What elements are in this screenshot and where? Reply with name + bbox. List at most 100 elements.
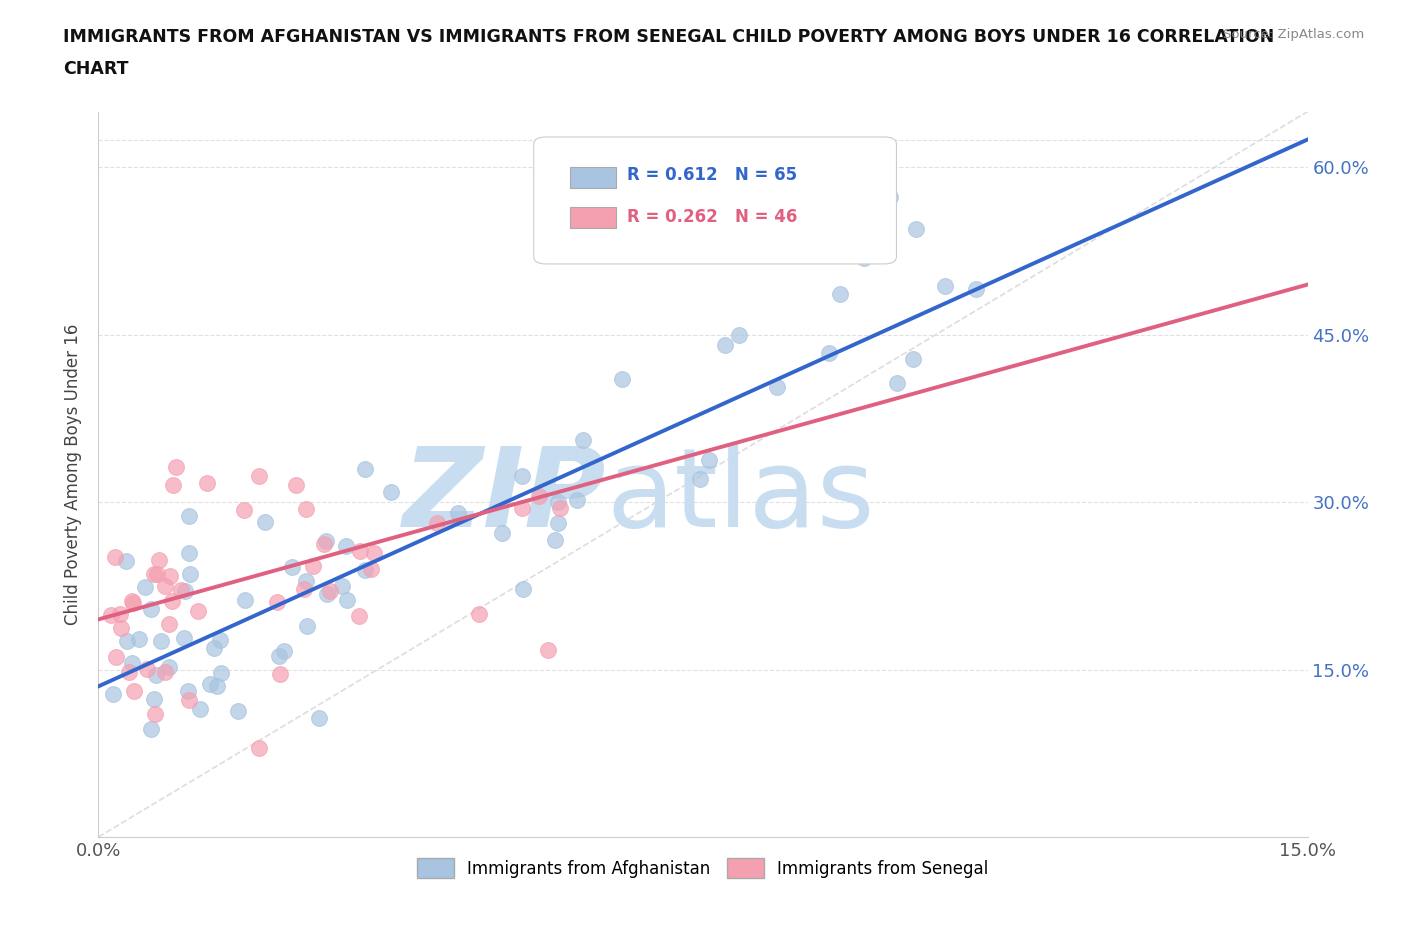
Point	[354, 461, 377, 476]
Point	[110, 620, 132, 635]
Point	[115, 553, 138, 568]
Point	[349, 543, 371, 558]
Point	[208, 632, 231, 647]
Point	[818, 346, 841, 361]
Point	[727, 328, 749, 343]
Point	[828, 286, 851, 301]
Point	[136, 662, 159, 677]
Point	[170, 582, 193, 597]
Point	[380, 485, 402, 499]
Point	[134, 580, 156, 595]
Point	[879, 189, 901, 204]
Point	[155, 664, 177, 679]
Point	[312, 537, 335, 551]
Point	[295, 502, 318, 517]
Point	[565, 493, 588, 508]
Point	[903, 352, 925, 366]
Point	[363, 545, 385, 560]
Point	[162, 593, 184, 608]
Point	[247, 468, 270, 483]
Point	[281, 560, 304, 575]
Point	[141, 721, 163, 736]
Point	[510, 500, 533, 515]
Point	[165, 459, 187, 474]
Point	[100, 607, 122, 622]
Point	[118, 665, 141, 680]
Point	[105, 650, 128, 665]
Point	[315, 533, 337, 548]
Point	[354, 563, 377, 578]
Point	[198, 677, 221, 692]
Point	[547, 495, 569, 510]
Point	[766, 380, 789, 395]
Point	[965, 282, 987, 297]
Point	[349, 609, 371, 624]
Point	[190, 702, 212, 717]
Text: atlas: atlas	[606, 443, 875, 550]
Point	[332, 578, 354, 593]
Text: ZIP: ZIP	[402, 443, 606, 550]
Point	[143, 691, 166, 706]
Point	[155, 578, 177, 593]
Bar	[569, 167, 616, 188]
Point	[512, 582, 534, 597]
Point	[143, 566, 166, 581]
Point	[689, 472, 711, 486]
Bar	[569, 207, 616, 228]
Point	[157, 617, 180, 631]
Point	[121, 656, 143, 671]
Point	[148, 552, 170, 567]
Point	[104, 550, 127, 565]
Point	[491, 525, 513, 540]
Point	[886, 376, 908, 391]
Point	[336, 592, 359, 607]
Point	[103, 686, 125, 701]
Point	[121, 595, 143, 610]
Point	[547, 515, 569, 530]
Point	[122, 684, 145, 698]
Point	[177, 693, 200, 708]
Point	[267, 649, 290, 664]
Point	[510, 469, 533, 484]
Point	[273, 643, 295, 658]
Point	[149, 633, 172, 648]
Point	[254, 515, 277, 530]
Point	[176, 684, 198, 698]
Point	[295, 618, 318, 633]
Point	[543, 532, 565, 547]
Point	[308, 711, 330, 725]
Point	[360, 562, 382, 577]
Point	[177, 509, 200, 524]
Point	[302, 559, 325, 574]
Point	[146, 566, 169, 581]
Point	[143, 707, 166, 722]
Text: R = 0.612   N = 65: R = 0.612 N = 65	[627, 166, 797, 184]
Text: Source: ZipAtlas.com: Source: ZipAtlas.com	[1223, 28, 1364, 41]
Point	[247, 740, 270, 755]
Point	[121, 593, 143, 608]
Point	[295, 574, 318, 589]
Point	[226, 703, 249, 718]
Point	[162, 477, 184, 492]
Point	[197, 475, 219, 490]
Legend: Immigrants from Afghanistan, Immigrants from Senegal: Immigrants from Afghanistan, Immigrants …	[409, 850, 997, 886]
Point	[179, 546, 201, 561]
Point	[110, 606, 132, 621]
Point	[447, 506, 470, 521]
Text: CHART: CHART	[63, 60, 129, 78]
Point	[139, 602, 162, 617]
Point	[128, 632, 150, 647]
Point	[610, 372, 633, 387]
Point	[527, 488, 550, 503]
Point	[174, 584, 197, 599]
Point	[905, 221, 928, 236]
Point	[115, 634, 138, 649]
Point	[934, 279, 956, 294]
Point	[426, 516, 449, 531]
Point	[315, 587, 337, 602]
Point	[179, 566, 201, 581]
Point	[537, 643, 560, 658]
Point	[205, 679, 228, 694]
Point	[266, 595, 288, 610]
Point	[571, 433, 593, 448]
